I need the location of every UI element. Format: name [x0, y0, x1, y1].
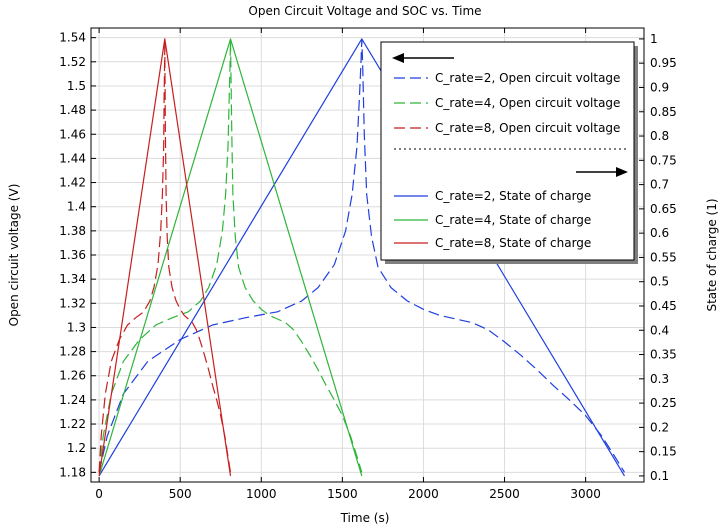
right-axis-arrow-icon	[576, 167, 628, 177]
y-tick-label: 1.28	[59, 345, 86, 359]
y2-axis-ticks: 0.1 0.15 0.2 0.25 0.3 0.35 0.4 0.45 0.5 0.55 0.6 0.…	[639, 32, 677, 483]
x-tick-label: 500	[169, 487, 192, 501]
y-tick-label: 1.5	[67, 79, 86, 93]
y2-tick-label: 0.1	[650, 469, 669, 483]
y-tick-label: 1.44	[59, 151, 86, 165]
y-tick-label: 1.2	[67, 441, 86, 455]
y-tick-label: 1.34	[59, 272, 86, 286]
y-tick-label: 1.42	[59, 176, 86, 190]
y2-tick-label: 0.5	[650, 275, 669, 289]
y-tick-label: 1.18	[59, 465, 86, 479]
y2-tick-label: 0.45	[650, 299, 677, 313]
y-tick-label: 1.3	[67, 320, 86, 334]
left-axis-arrow-icon	[392, 53, 454, 63]
x-axis-label: Time (s)	[340, 511, 390, 525]
y2-tick-label: 0.85	[650, 105, 677, 119]
plot-series	[98, 38, 626, 477]
y-tick-label: 1.48	[59, 103, 86, 117]
series-line-6	[98, 38, 232, 476]
legend-label: C_rate=8, State of charge	[435, 236, 591, 250]
y2-tick-label: 0.2	[650, 420, 669, 434]
y-tick-label: 1.32	[59, 296, 86, 310]
y2-tick-label: 0.65	[650, 202, 677, 216]
y2-tick-label: 0.8	[650, 129, 669, 143]
x-tick-label: 1500	[327, 487, 358, 501]
y2-tick-label: 0.35	[650, 348, 677, 362]
chart-title: Open Circuit Voltage and SOC vs. Time	[248, 4, 481, 18]
y-tick-label: 1.52	[59, 55, 86, 69]
legend-label: C_rate=2, Open circuit voltage	[435, 71, 620, 85]
y2-tick-label: 1	[650, 32, 658, 46]
legend-label: C_rate=8, Open circuit voltage	[435, 121, 620, 135]
y2-tick-label: 0.7	[650, 178, 669, 192]
x-tick-label: 1000	[246, 487, 277, 501]
y-tick-label: 1.22	[59, 417, 86, 431]
y2-tick-label: 0.9	[650, 80, 669, 94]
y2-tick-label: 0.4	[650, 323, 669, 337]
y-tick-label: 1.24	[59, 393, 86, 407]
y2-tick-label: 0.3	[650, 372, 669, 386]
y-axis-label: Open circuit voltage (V)	[7, 184, 21, 327]
legend-label: C_rate=4, State of charge	[435, 213, 591, 227]
y2-tick-label: 0.95	[650, 56, 677, 70]
y-tick-label: 1.46	[59, 127, 86, 141]
y2-tick-label: 0.25	[650, 396, 677, 410]
y-tick-label: 1.38	[59, 224, 86, 238]
y-tick-label: 1.4	[67, 200, 86, 214]
y-tick-label: 1.54	[59, 31, 86, 45]
y2-tick-label: 0.6	[650, 226, 669, 240]
x-tick-label: 2500	[489, 487, 520, 501]
y-tick-label: 1.36	[59, 248, 86, 262]
legend: C_rate=2, Open circuit voltage C_rate=4, …	[380, 41, 638, 264]
x-tick-label: 2000	[408, 487, 439, 501]
y-tick-label: 1.26	[59, 369, 86, 383]
x-axis-ticks: 0 500 1000 1500 2000 2500 3000	[95, 28, 601, 501]
y2-tick-label: 0.55	[650, 250, 677, 264]
x-tick-label: 3000	[570, 487, 601, 501]
x-tick-label: 0	[95, 487, 103, 501]
legend-label: C_rate=4, Open circuit voltage	[435, 96, 620, 110]
series-line-2	[98, 39, 363, 473]
y2-tick-label: 0.15	[650, 445, 677, 459]
series-line-3	[98, 39, 232, 473]
series-line-4	[98, 38, 626, 477]
y2-axis-label: State of charge (1)	[705, 198, 719, 311]
y-axis-ticks: 1.18 1.2 1.22 1.24 1.26 1.28 1.3 1.32 1.34 1.36 1.…	[59, 31, 96, 479]
series-line-1	[98, 39, 626, 473]
legend-label: C_rate=2, State of charge	[435, 189, 591, 203]
legend-box	[380, 41, 635, 261]
y2-tick-label: 0.75	[650, 153, 677, 167]
series-line-5	[98, 38, 363, 477]
